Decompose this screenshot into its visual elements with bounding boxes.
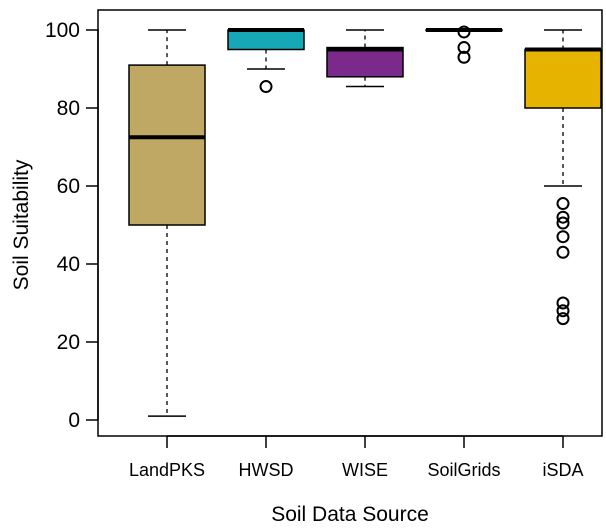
iqr-box — [524, 48, 602, 109]
y-tick-label: 40 — [57, 253, 80, 276]
iqr-box — [326, 46, 404, 78]
y-tick-label: 20 — [57, 331, 80, 354]
x-tick-label: HWSD — [239, 460, 294, 480]
outlier-point — [556, 230, 570, 244]
y-tick-label: 60 — [57, 175, 80, 198]
box-soilgrids — [425, 25, 503, 64]
outlier-point — [457, 41, 471, 55]
outlier-point — [556, 210, 570, 224]
boxplot-series — [128, 25, 602, 417]
y-tick-label: 100 — [45, 19, 80, 42]
x-tick-label: LandPKS — [129, 460, 205, 480]
outlier-point — [556, 304, 570, 318]
y-axis-ticks: 0 20 40 60 80 100 — [45, 19, 98, 432]
y-tick-label: 0 — [68, 409, 80, 432]
outlier-point — [556, 245, 570, 259]
x-tick-label: WISE — [342, 460, 388, 480]
outlier-point — [556, 197, 570, 211]
outlier-point — [556, 312, 570, 326]
box-landpks — [128, 29, 206, 417]
box-wise — [326, 29, 404, 88]
y-axis-title: Soil Suitability — [10, 159, 33, 290]
y-tick-label: 80 — [57, 97, 80, 120]
outlier-point — [556, 216, 570, 230]
x-tick-label: SoilGrids — [427, 460, 500, 480]
outlier-point — [457, 25, 471, 39]
box-isda — [524, 29, 602, 326]
x-axis-ticks: LandPKS HWSD WISE SoilGrids iSDA — [129, 436, 584, 480]
x-tick-label: iSDA — [542, 460, 583, 480]
iqr-box — [227, 29, 305, 51]
outlier-point — [259, 80, 273, 94]
outlier-point — [556, 296, 570, 310]
x-axis-title: Soil Data Source — [271, 503, 429, 526]
iqr-box — [128, 64, 206, 226]
outlier-point — [457, 50, 471, 64]
box-hwsd — [227, 28, 305, 94]
